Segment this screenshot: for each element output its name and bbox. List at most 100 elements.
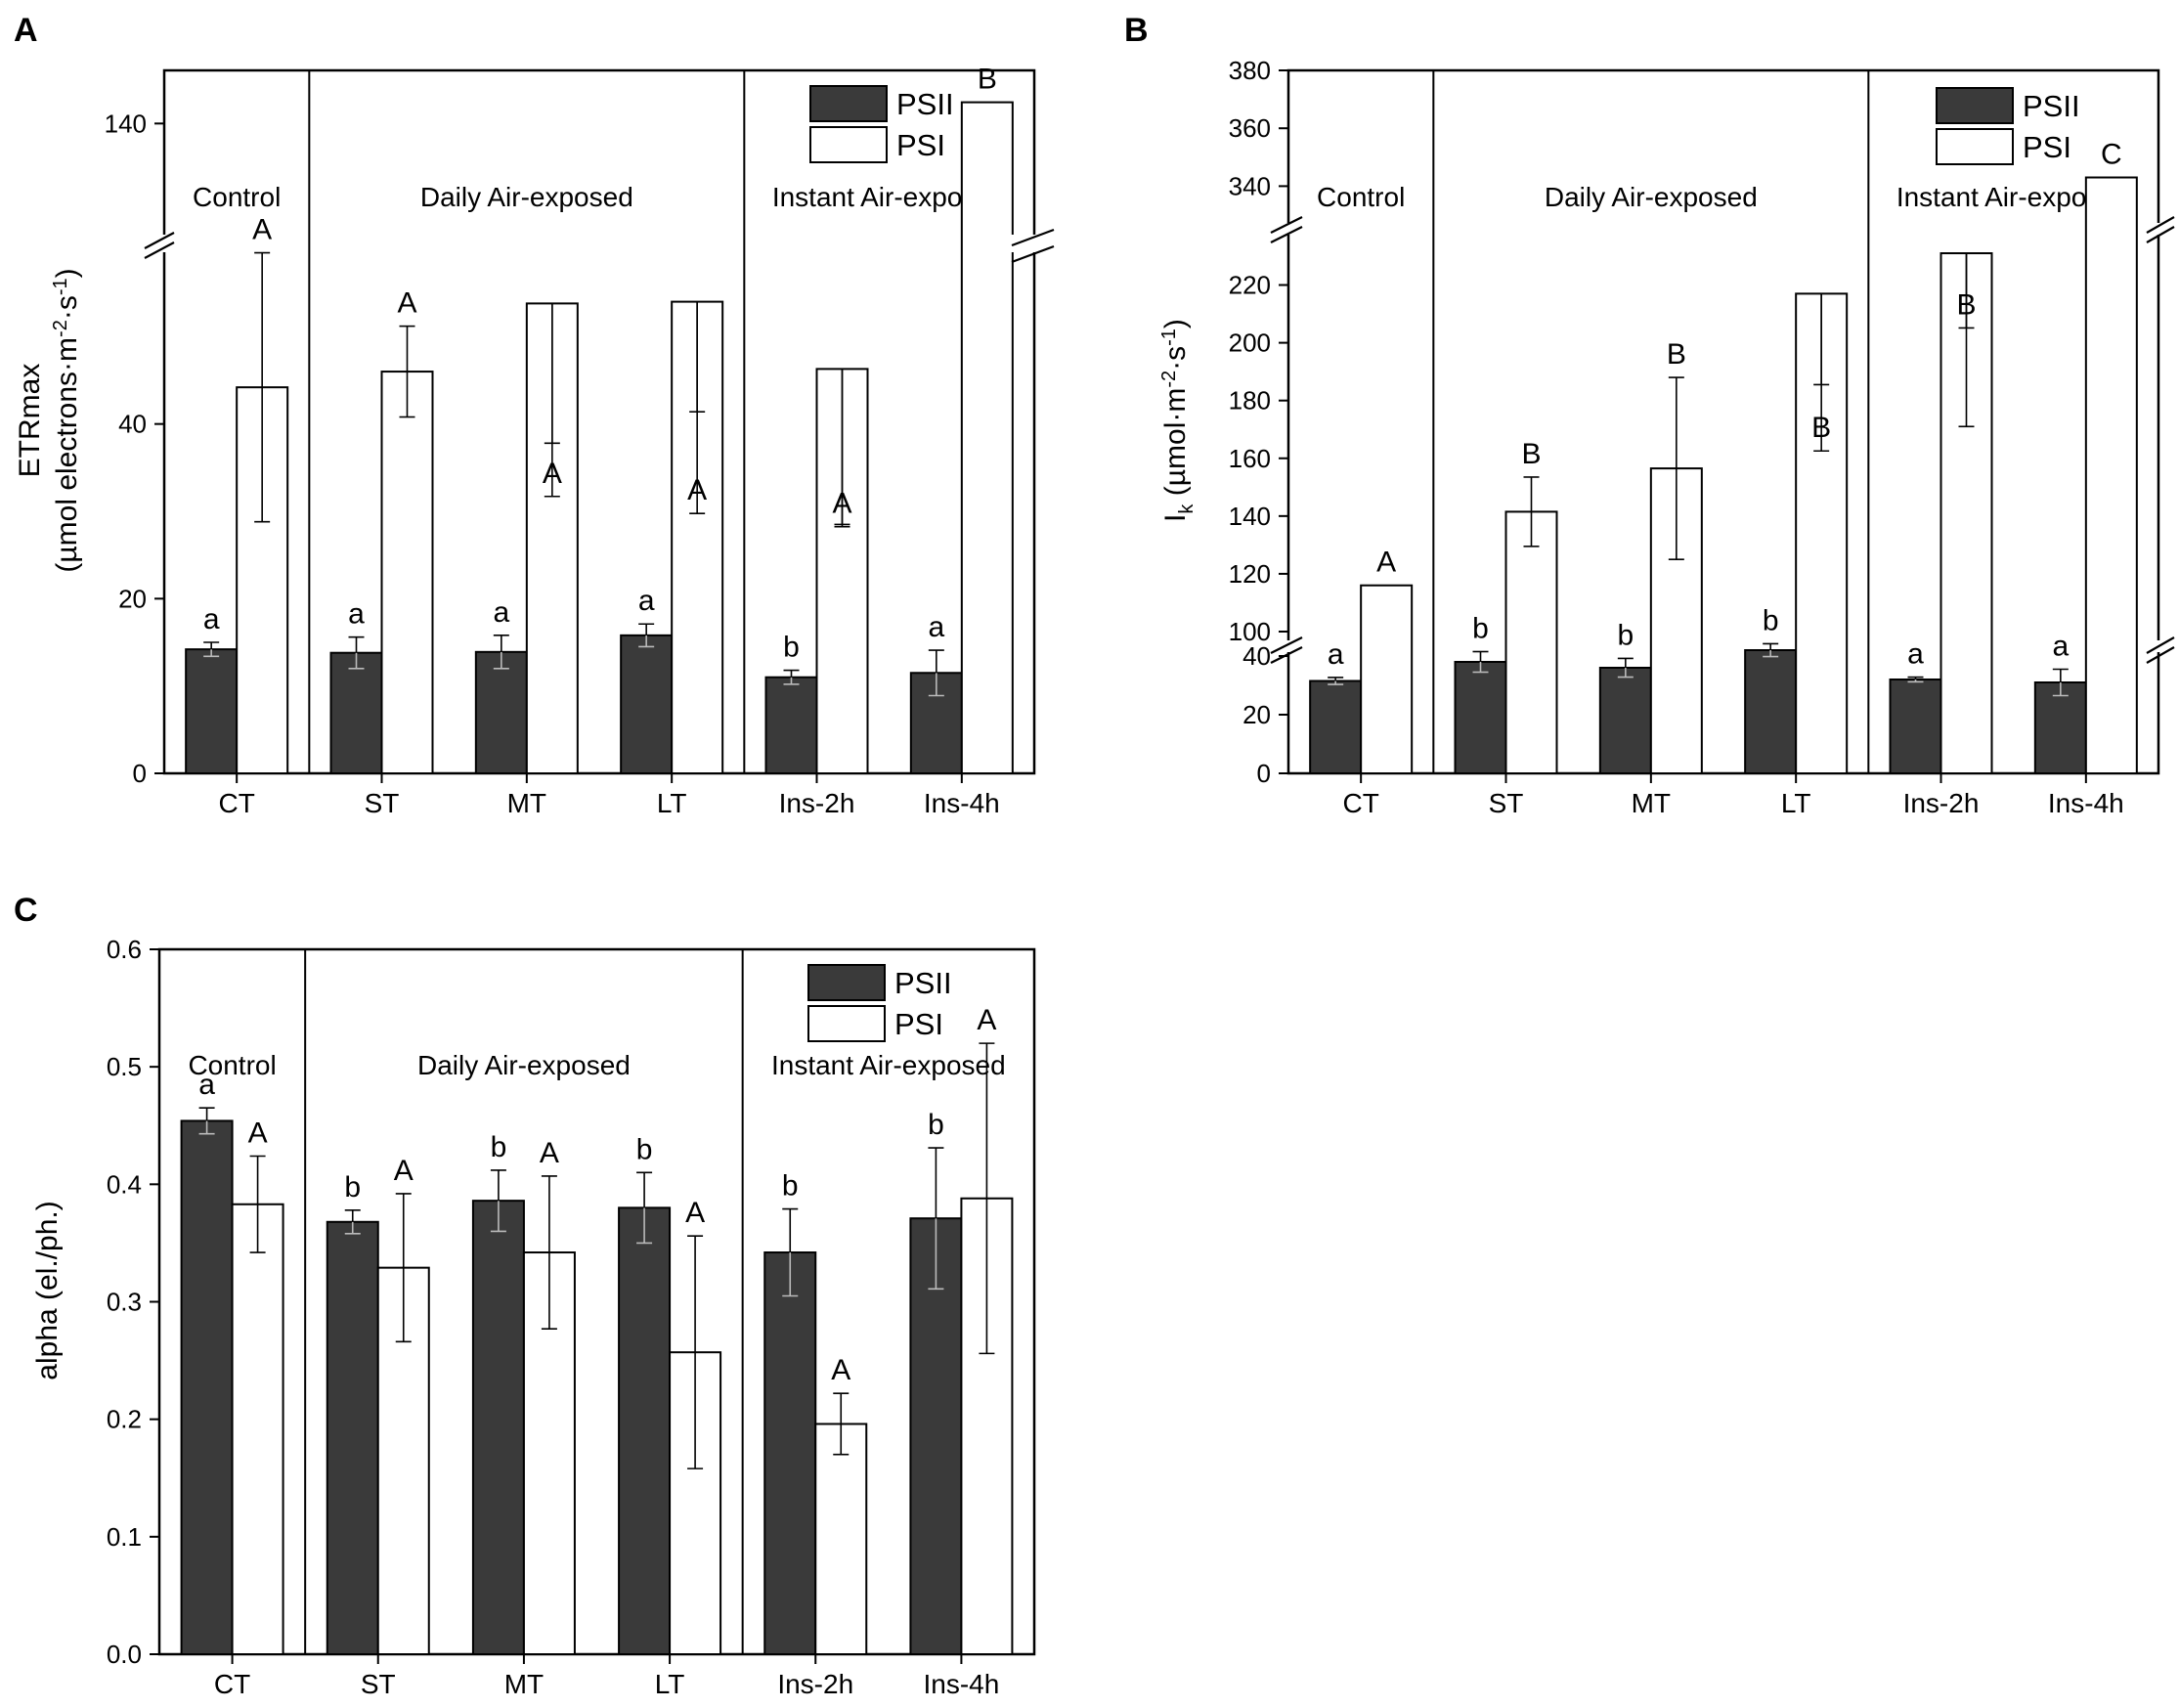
plot-frame [162,68,1036,775]
y-axis-title-part: ) [1159,319,1192,328]
significance-letter: A [977,1004,996,1036]
panel-letter: A [14,12,38,49]
bar-psi [380,371,434,774]
group-label: Instant Air-exposed [771,1050,1006,1080]
significance-letter: a [203,603,220,635]
y-axis-unit: (µmol electrons·m-2·s-1) [50,268,83,572]
axis-break-mark [1011,228,1055,247]
legend-label-psii: PSII [894,966,952,1000]
significance-letter: B [1811,412,1831,444]
significance-letter: A [685,1197,705,1229]
legend-swatch-psi [809,126,888,163]
axis-break-mark [2146,636,2175,654]
bar-psii [1598,667,1652,774]
legend-swatch-psi [1936,128,2014,165]
bar-psi [231,1203,284,1656]
y-tick-label: 160 [1229,444,1271,473]
significance-letter: a [493,596,509,629]
bar-psii [1454,661,1507,774]
significance-letter: A [543,458,562,490]
x-tick-label: Ins-4h [924,788,1000,818]
bar-psii [1889,679,1942,774]
y-tick-label: 0.6 [107,935,142,964]
y-axis-unit-part: ·s [51,295,83,320]
bar-psii [763,1251,817,1656]
significance-letter: B [1521,438,1541,470]
y-tick-label: 0 [1257,759,1271,788]
axis-break-mark [2146,226,2175,243]
significance-letter: A [397,287,416,320]
y-axis-title-part: -2 [1158,371,1180,388]
significance-letter: b [783,632,800,664]
y-axis-unit-part: ) [51,268,83,278]
significance-letter: b [1763,604,1779,636]
y-tick-label: 380 [1229,56,1271,85]
significance-letter: a [1328,638,1344,671]
y-tick-label: 40 [118,410,147,439]
bar-psii [618,1206,672,1656]
y-tick-label: 180 [1229,386,1271,416]
x-tick-label: MT [504,1669,544,1699]
group-label: Control [1317,182,1405,212]
legend-label-psii: PSII [2023,89,2080,123]
significance-letter: a [2052,631,2069,663]
bar-psii [1744,649,1798,774]
significance-letter: A [248,1117,268,1149]
y-axis-title-part: I [1159,514,1192,522]
axis-break-mark [1270,216,1303,234]
group-label: Daily Air-exposed [1545,182,1758,212]
bar-psii [471,1200,525,1655]
group-label: Control [193,182,281,212]
bar-psi [669,1351,722,1655]
x-tick-label: ST [361,1669,396,1699]
significance-letter: b [1617,619,1634,651]
bar-psii [620,634,674,774]
bar-psii [329,651,383,774]
bar-psi [814,1423,868,1656]
bar-psii [326,1220,379,1655]
x-tick-label: LT [657,788,687,818]
axis-break-mark [2146,646,2175,664]
y-tick-label: 120 [1229,559,1271,589]
panel-c: C Control Daily Air-exposed Instant Air-exp… [14,892,1036,1699]
y-axis-title-part: -1 [1158,328,1180,346]
y-axis-title-part: ·s [1159,346,1192,371]
significance-letter: a [928,611,944,643]
significance-letter: B [1667,338,1686,371]
significance-letter: b [344,1171,361,1204]
legend-swatch-psii [807,964,886,1001]
group-label: Daily Air-exposed [420,182,633,212]
x-tick-label: Ins-4h [2048,788,2124,818]
group-label: Control [188,1050,276,1080]
y-tick-label: 0.2 [107,1405,142,1434]
y-tick-label: 360 [1229,113,1271,143]
y-tick-label: 340 [1229,171,1271,200]
x-tick-label: Ins-2h [1903,788,1980,818]
legend-swatch-psii [1936,87,2014,124]
y-axis-unit-part: (µmol electrons·m [51,337,83,573]
significance-letter: A [394,1155,414,1187]
x-tick-label: CT [214,1669,250,1699]
significance-letter: b [928,1109,944,1141]
y-tick-label: 20 [118,584,147,613]
x-tick-label: MT [507,788,546,818]
y-tick-label: 0.3 [107,1288,142,1317]
x-tick-label: LT [1781,788,1811,818]
significance-letter: B [978,64,997,96]
y-tick-label: 100 [1229,617,1271,646]
x-tick-label: Ins-2h [777,1669,853,1699]
significance-letter: A [540,1137,559,1169]
bar-psii [180,1119,234,1655]
significance-letter: A [687,474,707,506]
significance-letter: a [198,1069,215,1101]
axis-break-mark [1270,226,1303,243]
y-axis-title: ETRmax [14,364,46,478]
legend-swatch-psi [807,1005,886,1042]
plot-frame [1286,68,2160,775]
panel-letter: B [1124,12,1149,49]
axis-break-mark [144,232,175,249]
x-tick-label: Ins-2h [779,788,855,818]
significance-letter: b [1472,613,1489,645]
